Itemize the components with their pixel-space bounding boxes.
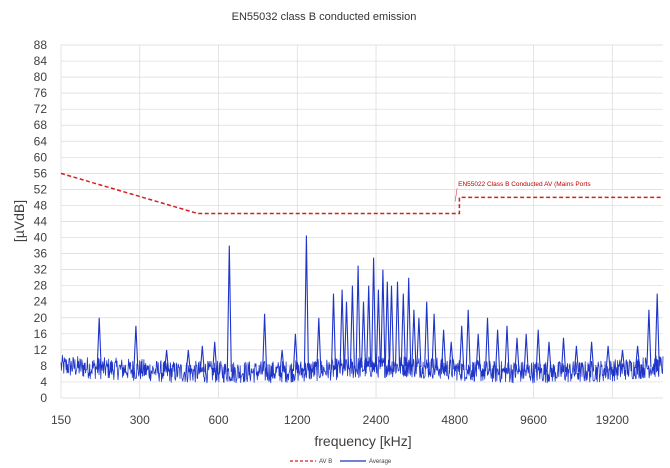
average-peak	[330, 293, 337, 370]
average-peak	[164, 349, 170, 372]
average-peak	[262, 313, 268, 372]
average-peak	[349, 285, 355, 369]
average-peak	[424, 301, 430, 368]
y-tick-label: 68	[34, 118, 48, 132]
y-tick-label: 72	[34, 102, 48, 116]
average-peak	[388, 285, 395, 367]
average-peak	[411, 309, 417, 367]
y-tick-label: 52	[34, 182, 48, 196]
legend-label-av-b: AV B	[319, 459, 332, 465]
y-tick-label: 76	[34, 86, 48, 100]
x-tick-label: 1200	[284, 413, 311, 427]
average-peak	[199, 345, 205, 372]
average-peak	[535, 329, 541, 372]
average-peak	[394, 281, 401, 367]
average-peak	[475, 333, 481, 371]
y-tick-label: 40	[34, 231, 48, 245]
average-peak	[303, 235, 309, 371]
average-peak	[441, 329, 447, 369]
average-peak	[619, 349, 626, 370]
series-average	[60, 235, 664, 384]
average-peak	[371, 257, 377, 368]
average-peak	[366, 285, 372, 368]
average-peak	[495, 329, 501, 372]
legend-label-average: Average	[369, 459, 392, 465]
average-peak	[96, 317, 102, 369]
average-peak	[635, 345, 641, 369]
average-peak	[400, 293, 406, 367]
y-tick-label: 60	[34, 150, 48, 164]
average-peak	[431, 313, 437, 368]
average-peak	[292, 333, 298, 372]
y-tick-label: 16	[34, 327, 48, 341]
annotation-leader	[454, 188, 458, 202]
average-peak	[343, 301, 350, 369]
average-peak	[185, 349, 191, 372]
average-peak	[355, 265, 361, 368]
y-tick-label: 64	[34, 134, 48, 148]
y-tick-label: 24	[34, 295, 48, 309]
y-tick-label: 0	[40, 391, 47, 405]
average-peak	[484, 317, 491, 372]
y-tick-label: 8	[40, 359, 47, 373]
average-peak	[375, 289, 381, 367]
x-tick-labels: 150 300 600 1200 2400 4800 9600 19200	[51, 413, 629, 427]
average-peak	[384, 281, 390, 367]
x-tick-label: 600	[208, 413, 228, 427]
average-peak	[523, 333, 529, 372]
average-peak	[448, 341, 454, 370]
y-axis-label: [µVdB]	[11, 200, 27, 242]
average-peak	[279, 349, 285, 372]
y-tick-labels: 0481216202428323640444852566064687276808…	[34, 38, 48, 405]
y-tick-label: 84	[34, 54, 48, 68]
y-tick-label: 88	[34, 38, 48, 52]
average-peak	[416, 317, 422, 368]
limit-annotation: EN55022 Class B Conducted AV (Mains Port…	[458, 181, 591, 188]
average-peak	[459, 325, 465, 371]
average-peak	[465, 309, 471, 371]
av-b-limit-line	[60, 172, 663, 215]
average-peak	[360, 301, 367, 368]
average-peak	[654, 293, 660, 367]
average-peak	[316, 317, 322, 371]
y-tick-label: 20	[34, 311, 48, 325]
average-peak	[504, 325, 510, 372]
y-tick-label: 36	[34, 247, 48, 261]
series-limit	[60, 172, 663, 215]
grid	[60, 44, 663, 399]
y-tick-label: 12	[34, 343, 48, 357]
y-tick-label: 80	[34, 70, 48, 84]
x-tick-label: 9600	[520, 413, 547, 427]
average-peak	[514, 337, 520, 372]
average-peak	[380, 269, 386, 367]
average-peak	[133, 325, 139, 370]
average-peak	[589, 341, 595, 372]
x-axis-label: frequency [kHz]	[314, 433, 411, 449]
x-tick-label: 150	[51, 413, 71, 427]
x-tick-label: 300	[130, 413, 150, 427]
y-tick-label: 32	[34, 263, 48, 277]
y-tick-label: 56	[34, 166, 48, 180]
average-peak	[605, 345, 611, 371]
average-peak	[212, 341, 218, 372]
x-tick-label: 19200	[596, 413, 630, 427]
x-tick-label: 4800	[441, 413, 468, 427]
average-peak	[546, 341, 552, 372]
y-tick-label: 28	[34, 279, 48, 293]
average-peak	[560, 337, 567, 372]
average-peak	[646, 309, 652, 368]
y-tick-label: 4	[40, 375, 47, 389]
average-peak	[406, 277, 412, 367]
chart-title: EN55032 class B conducted emission	[232, 11, 417, 23]
y-tick-label: 48	[34, 198, 48, 212]
average-peak	[339, 289, 345, 369]
x-tick-label: 2400	[363, 413, 390, 427]
average-peak	[226, 245, 232, 372]
legend: AV B Average	[290, 459, 392, 465]
average-peak	[573, 345, 579, 372]
y-tick-label: 44	[34, 215, 48, 229]
